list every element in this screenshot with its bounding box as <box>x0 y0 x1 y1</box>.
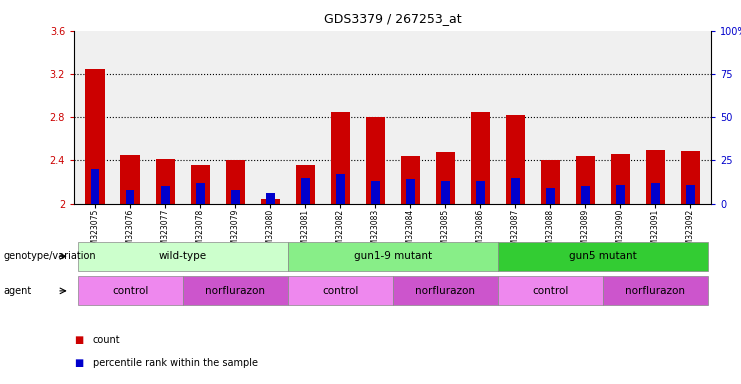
Bar <box>121 155 140 204</box>
Bar <box>78 276 182 305</box>
Bar <box>611 154 630 204</box>
Bar <box>681 151 700 204</box>
Bar <box>78 242 288 271</box>
Bar <box>182 276 288 305</box>
Bar <box>161 186 170 204</box>
Text: ■: ■ <box>74 358 83 368</box>
Text: percentile rank within the sample: percentile rank within the sample <box>93 358 258 368</box>
Bar <box>651 183 659 204</box>
Bar <box>370 181 379 204</box>
Bar <box>436 152 455 204</box>
Text: genotype/variation: genotype/variation <box>4 251 96 262</box>
Bar <box>126 190 135 204</box>
Bar <box>301 177 310 204</box>
Bar <box>511 177 519 204</box>
Bar <box>476 181 485 204</box>
Bar <box>581 186 590 204</box>
Bar <box>603 276 708 305</box>
Text: gun5 mutant: gun5 mutant <box>569 251 637 262</box>
Bar <box>230 190 239 204</box>
Text: norflurazon: norflurazon <box>415 286 475 296</box>
Bar <box>156 159 175 204</box>
Bar <box>288 242 498 271</box>
Bar <box>546 188 555 204</box>
Text: count: count <box>93 335 120 345</box>
Text: control: control <box>322 286 359 296</box>
Text: agent: agent <box>4 286 32 296</box>
Bar <box>441 181 450 204</box>
Bar <box>393 276 498 305</box>
Text: ■: ■ <box>74 335 83 345</box>
Bar <box>498 276 603 305</box>
Bar <box>505 115 525 204</box>
Bar <box>225 161 245 204</box>
Bar <box>288 276 393 305</box>
Bar <box>645 149 665 204</box>
Bar <box>541 161 560 204</box>
Bar <box>406 179 415 204</box>
Text: control: control <box>112 286 148 296</box>
Text: norflurazon: norflurazon <box>205 286 265 296</box>
Bar <box>576 156 595 204</box>
Text: norflurazon: norflurazon <box>625 286 685 296</box>
Bar <box>190 165 210 204</box>
Bar <box>471 112 490 204</box>
Bar <box>261 199 280 204</box>
Bar <box>336 174 345 204</box>
Bar <box>686 185 695 204</box>
Bar <box>365 117 385 204</box>
Bar <box>85 68 104 204</box>
Bar <box>498 242 708 271</box>
Text: wild-type: wild-type <box>159 251 207 262</box>
Bar <box>266 193 275 204</box>
Text: gun1-9 mutant: gun1-9 mutant <box>353 251 432 262</box>
Bar <box>401 156 420 204</box>
Bar <box>196 183 205 204</box>
Bar <box>296 165 315 204</box>
Bar <box>330 112 350 204</box>
Title: GDS3379 / 267253_at: GDS3379 / 267253_at <box>324 12 462 25</box>
Bar <box>90 169 99 204</box>
Text: control: control <box>532 286 568 296</box>
Bar <box>616 185 625 204</box>
